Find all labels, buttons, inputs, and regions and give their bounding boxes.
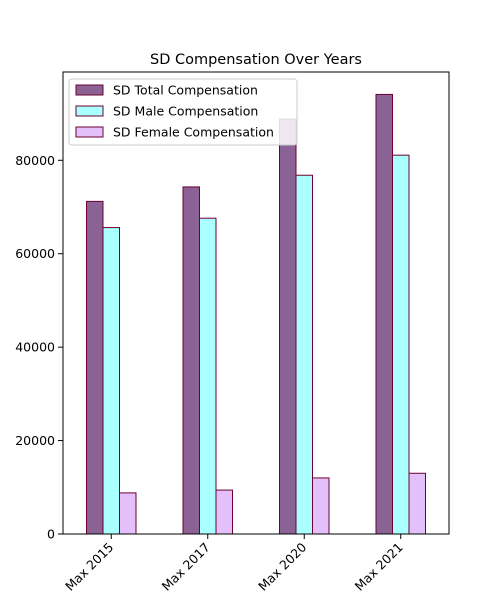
bar-sd-total-compensation-max-2015 (86, 200, 104, 535)
y-tick-label: 60000 (15, 246, 55, 261)
bar-sd-total-compensation-max-2021 (375, 93, 393, 535)
y-tick-label: 20000 (15, 433, 55, 448)
legend-swatch-sd-female-compensation (75, 126, 104, 138)
bar-sd-female-compensation-max-2017 (215, 489, 233, 535)
bar-sd-male-compensation-max-2020 (295, 174, 313, 535)
bar-sd-total-compensation-max-2017 (182, 186, 200, 535)
legend-swatch-sd-male-compensation (75, 105, 104, 117)
x-axis: Max 2015 Max 2017 Max 2020 Max 2021 (62, 534, 406, 594)
y-tick-label: 40000 (15, 340, 55, 355)
bars-layer (86, 93, 426, 535)
bar-sd-total-compensation-max-2020 (279, 118, 297, 535)
x-tick-label: Max 2020 (255, 539, 309, 593)
legend-label-sd-male-compensation: SD Male Compensation (113, 104, 258, 119)
legend-box (68, 78, 298, 146)
chart-title: SD Compensation Over Years (150, 52, 362, 68)
x-tick-label: Max 2017 (159, 540, 213, 594)
y-tick-label: 0 (47, 527, 55, 542)
legend-label-sd-female-compensation: SD Female Compensation (113, 125, 274, 140)
legend: SD Total Compensation SD Male Compensatio… (68, 78, 298, 146)
bar-sd-male-compensation-max-2015 (102, 227, 120, 535)
legend-swatch-sd-total-compensation (75, 84, 104, 96)
y-axis: 0 20000 40000 60000 80000 (15, 153, 63, 542)
bar-sd-female-compensation-max-2021 (408, 472, 426, 535)
bar-sd-male-compensation-max-2021 (392, 154, 410, 535)
bar-sd-female-compensation-max-2020 (312, 477, 330, 535)
legend-label-sd-total-compensation: SD Total Compensation (113, 83, 258, 98)
x-tick-label: Max 2015 (62, 540, 116, 594)
x-tick-label: Max 2021 (352, 540, 406, 594)
bar-sd-female-compensation-max-2015 (119, 492, 137, 535)
y-tick-label: 80000 (15, 153, 55, 168)
bar-sd-male-compensation-max-2017 (199, 217, 217, 535)
axes-frame (62, 71, 450, 535)
